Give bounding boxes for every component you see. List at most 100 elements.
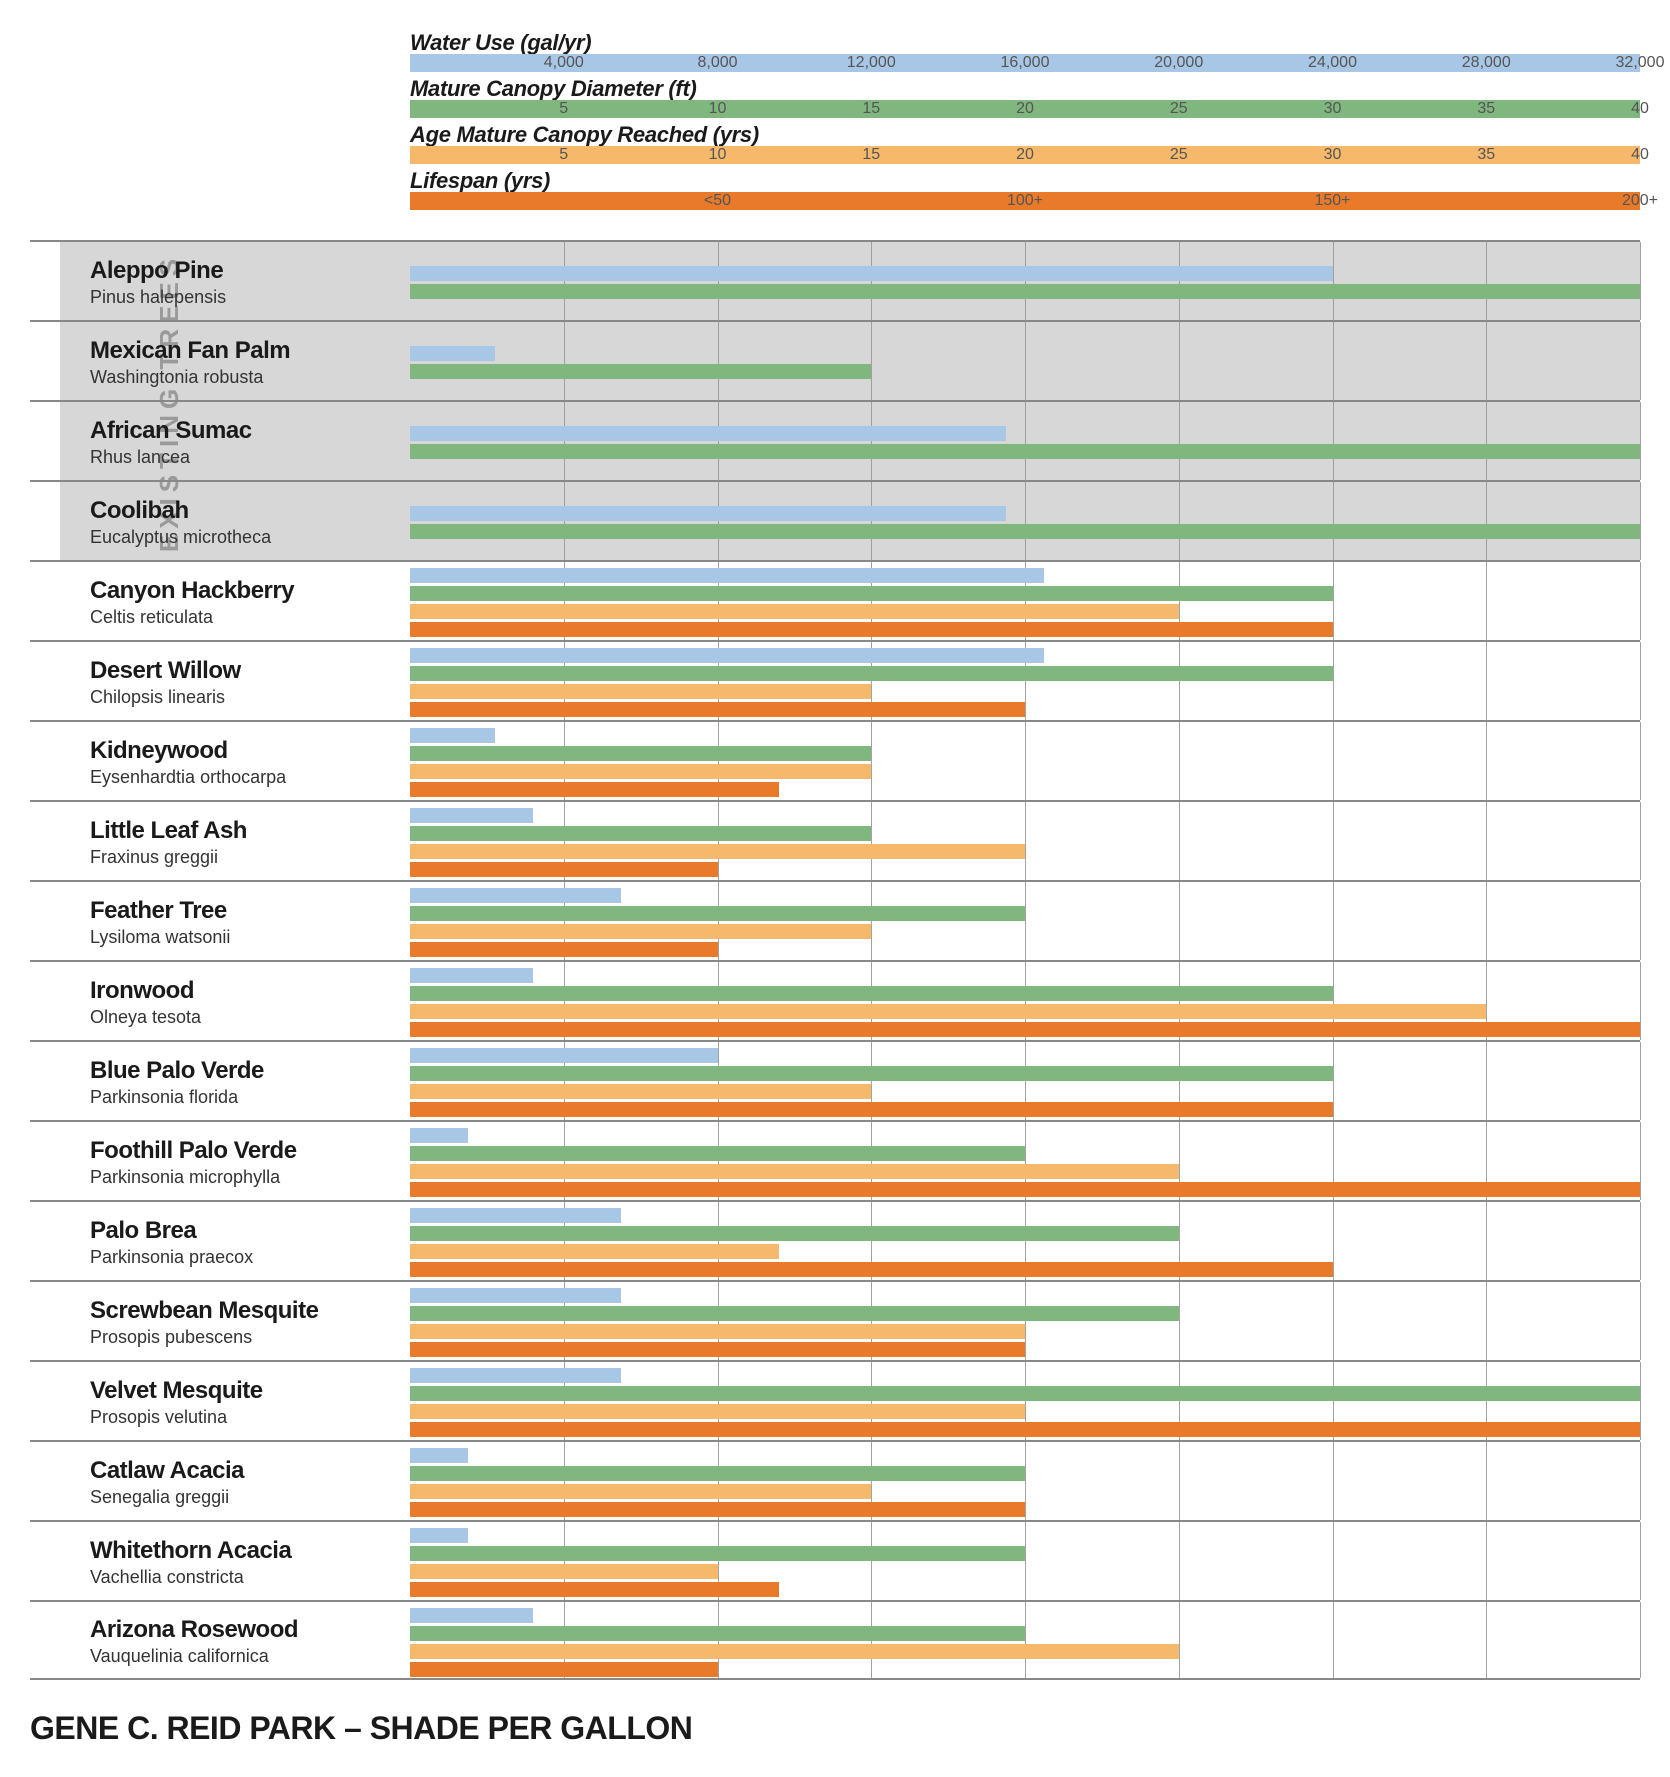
- bar-lifespan: [410, 862, 718, 877]
- tree-bars: [410, 1602, 1640, 1678]
- bar-lifespan: [410, 942, 718, 957]
- bar-water: [410, 1048, 718, 1063]
- grid-line: [1486, 242, 1487, 320]
- grid-line: [1486, 1282, 1487, 1360]
- tree-common-name: Blue Palo Verde: [90, 1057, 400, 1085]
- bar-canopy: [410, 1226, 1179, 1241]
- grid-line: [1179, 802, 1180, 880]
- legend-tick: 4,000: [544, 54, 584, 72]
- tree-row: Velvet MesquiteProsopis velutina: [30, 1360, 1640, 1440]
- tree-common-name: Velvet Mesquite: [90, 1377, 400, 1405]
- grid-line: [1640, 562, 1641, 640]
- grid-line: [1486, 1442, 1487, 1520]
- bar-canopy: [410, 524, 1640, 539]
- tree-row: IronwoodOlneya tesota: [30, 960, 1640, 1040]
- tree-common-name: Canyon Hackberry: [90, 577, 400, 605]
- grid-line: [1333, 802, 1334, 880]
- grid-line: [1179, 722, 1180, 800]
- tree-scientific-name: Prosopis pubescens: [90, 1327, 400, 1348]
- bar-age: [410, 1324, 1025, 1339]
- tree-scientific-name: Prosopis velutina: [90, 1407, 400, 1428]
- grid-line: [1486, 722, 1487, 800]
- legend-title-water: Water Use (gal/yr): [410, 30, 1640, 56]
- tree-bars: [410, 1202, 1640, 1280]
- grid-line: [1025, 1442, 1026, 1520]
- tree-common-name: Catlaw Acacia: [90, 1457, 400, 1485]
- legend-bar-water: 4,0008,00012,00016,00020,00024,00028,000…: [410, 54, 1640, 72]
- tree-row: Arizona RosewoodVauquelinia californica: [30, 1600, 1640, 1680]
- legend-tick: 35: [1477, 100, 1495, 118]
- grid-line: [871, 242, 872, 320]
- grid-line: [1179, 482, 1180, 560]
- grid-line: [871, 722, 872, 800]
- legend-area: Water Use (gal/yr)4,0008,00012,00016,000…: [410, 30, 1640, 210]
- tree-label: Blue Palo VerdeParkinsonia florida: [30, 1042, 410, 1120]
- tree-bars: [410, 562, 1640, 640]
- tree-label: KidneywoodEysenhardtia orthocarpa: [30, 722, 410, 800]
- grid-line: [1486, 562, 1487, 640]
- legend-tick: 200+: [1622, 192, 1658, 210]
- legend-tick: 150+: [1314, 192, 1350, 210]
- grid-line: [564, 482, 565, 560]
- tree-row: Whitethorn AcaciaVachellia constricta: [30, 1520, 1640, 1600]
- tree-label: Velvet MesquiteProsopis velutina: [30, 1362, 410, 1440]
- grid-line: [718, 402, 719, 480]
- grid-line: [1640, 242, 1641, 320]
- tree-label: Little Leaf AshFraxinus greggii: [30, 802, 410, 880]
- grid-line: [1333, 1202, 1334, 1280]
- grid-line: [1486, 642, 1487, 720]
- grid-line: [871, 882, 872, 960]
- legend-tick: 100+: [1007, 192, 1043, 210]
- tree-row: Canyon HackberryCeltis reticulata: [30, 560, 1640, 640]
- legend-tick: 32,000: [1616, 54, 1665, 72]
- bar-canopy: [410, 1386, 1640, 1401]
- tree-scientific-name: Fraxinus greggii: [90, 847, 400, 868]
- bar-canopy: [410, 1306, 1179, 1321]
- grid-line: [564, 402, 565, 480]
- legend-tick: 28,000: [1462, 54, 1511, 72]
- tree-common-name: Whitethorn Acacia: [90, 1537, 400, 1565]
- tree-common-name: Mexican Fan Palm: [90, 337, 400, 365]
- tree-bars: [410, 1362, 1640, 1440]
- bar-lifespan: [410, 782, 779, 797]
- bar-canopy: [410, 986, 1333, 1001]
- grid-line: [1640, 1362, 1641, 1440]
- grid-line: [1640, 322, 1641, 400]
- tree-label: CoolibahEucalyptus microtheca: [30, 482, 410, 560]
- grid-line: [1640, 482, 1641, 560]
- bar-canopy: [410, 746, 871, 761]
- tree-scientific-name: Washingtonia robusta: [90, 367, 400, 388]
- grid-line: [1486, 1042, 1487, 1120]
- tree-row: CoolibahEucalyptus microtheca: [30, 480, 1640, 560]
- bar-water: [410, 968, 533, 983]
- bar-lifespan: [410, 1662, 718, 1677]
- tree-bars: [410, 322, 1640, 400]
- legend-lifespan: Lifespan (yrs)<50100+150+200+: [410, 168, 1640, 210]
- bar-water: [410, 1288, 621, 1303]
- bar-age: [410, 924, 871, 939]
- tree-bars: [410, 722, 1640, 800]
- legend-bar-age: 510152025303540: [410, 146, 1640, 164]
- grid-line: [1640, 962, 1641, 1040]
- bar-canopy: [410, 586, 1333, 601]
- legend-water: Water Use (gal/yr)4,0008,00012,00016,000…: [410, 30, 1640, 72]
- tree-bars: [410, 1522, 1640, 1600]
- bar-canopy: [410, 666, 1333, 681]
- grid-line: [1333, 1522, 1334, 1600]
- grid-line: [1486, 882, 1487, 960]
- tree-common-name: Aleppo Pine: [90, 257, 400, 285]
- legend-bar-canopy: 510152025303540: [410, 100, 1640, 118]
- bar-water: [410, 808, 533, 823]
- tree-row: African SumacRhus lancea: [30, 400, 1640, 480]
- tree-row: Blue Palo VerdeParkinsonia florida: [30, 1040, 1640, 1120]
- grid-line: [871, 802, 872, 880]
- legend-tick: 40: [1631, 146, 1649, 164]
- grid-line: [1640, 722, 1641, 800]
- tree-label: Whitethorn AcaciaVachellia constricta: [30, 1522, 410, 1600]
- bar-lifespan: [410, 1502, 1025, 1517]
- grid-line: [871, 482, 872, 560]
- tree-scientific-name: Rhus lancea: [90, 447, 400, 468]
- grid-line: [1640, 1122, 1641, 1200]
- bar-water: [410, 266, 1333, 281]
- bar-age: [410, 1084, 871, 1099]
